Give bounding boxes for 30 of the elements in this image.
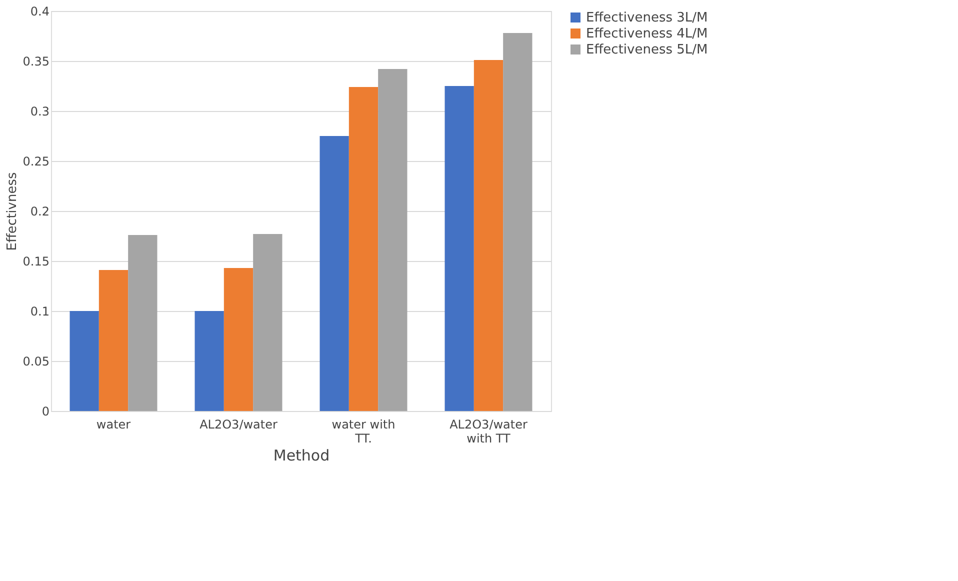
y-tick-label: 0 <box>42 404 50 418</box>
y-tick-label: 0.4 <box>30 4 50 18</box>
bar <box>444 86 474 411</box>
y-tick-label: 0.15 <box>22 254 50 268</box>
legend-label: Effectiveness 4L/M <box>586 26 708 42</box>
x-tick-label: AL2O3/water with TT <box>450 418 528 446</box>
y-tick-label: 0.35 <box>22 54 50 68</box>
bar <box>503 33 532 411</box>
x-tick-label: AL2O3/water <box>200 418 278 432</box>
bar <box>474 60 504 411</box>
bar <box>224 268 254 411</box>
legend-label: Effectiveness 3L/M <box>586 10 708 26</box>
y-axis-title: Effectivness <box>4 172 20 251</box>
bar <box>70 311 99 411</box>
y-tick-label: 0.2 <box>30 204 50 218</box>
y-tick-label: 0.25 <box>22 154 50 168</box>
y-tick-label: 0.05 <box>22 354 50 368</box>
y-tick-label: 0.1 <box>30 304 50 318</box>
bar <box>320 136 349 411</box>
x-axis-title: Method <box>273 446 330 464</box>
legend-label: Effectiveness 5L/M <box>586 42 708 58</box>
x-tick-label: water <box>96 418 131 432</box>
y-tick-label: 0.3 <box>30 104 50 118</box>
bar <box>378 69 408 411</box>
bar <box>348 87 378 411</box>
bar <box>194 311 224 411</box>
bar <box>253 234 282 411</box>
x-tick-label: water with TT. <box>332 418 396 446</box>
bar <box>98 270 128 411</box>
bar <box>128 235 158 411</box>
